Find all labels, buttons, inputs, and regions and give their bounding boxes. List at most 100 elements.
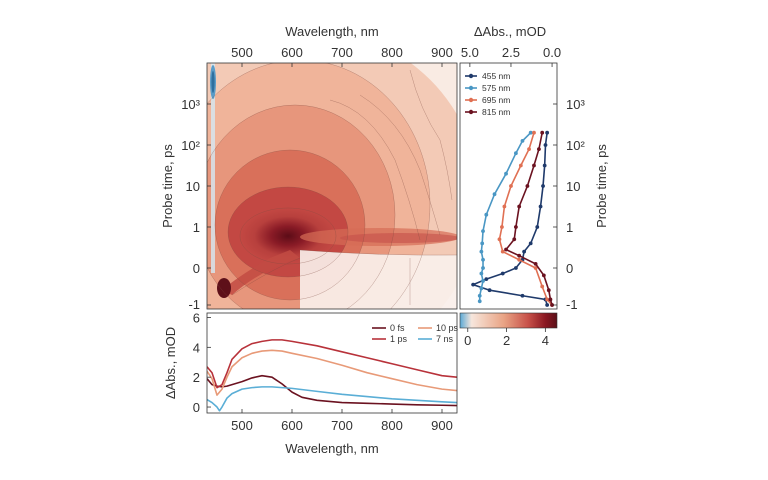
kinetics-series-line [504, 132, 553, 306]
kinetics-data-point [533, 262, 538, 266]
kinetics-y-ticks: -1 0 1 10 10² 10³ [553, 97, 585, 312]
kinetics-data-point [517, 204, 522, 209]
spectra-y-tick-label: 6 [193, 310, 200, 325]
heatmap-y-tick-label: -1 [188, 297, 200, 312]
kinetics-y-tick-label: 1 [566, 220, 573, 235]
kinetics-y-tick-label: 10² [566, 138, 585, 153]
spectra-legend-label: 10 ps [436, 323, 459, 333]
spectra-legend-label: 1 ps [390, 334, 408, 344]
kinetics-data-point [484, 277, 489, 281]
kinetics-data-point [525, 184, 530, 188]
kinetics-data-point [541, 184, 545, 188]
kinetics-legend-marker [468, 73, 474, 79]
kinetics-y-tick-label: 0 [566, 261, 573, 276]
spectra-x-tick-label: 900 [431, 418, 453, 433]
kinetics-legend-marker [468, 109, 474, 115]
kinetics-legend-marker [468, 97, 474, 103]
spectra-x-tick-label: 600 [281, 418, 303, 433]
colorbar: 0 2 4 [459, 312, 558, 348]
spectra-x-tick-label: 700 [331, 418, 353, 433]
kinetics-data-point [541, 273, 546, 278]
kinetics-legend-label: 815 nm [482, 107, 510, 117]
kinetics-legend-label: 455 nm [482, 71, 510, 81]
kinetics-data-point [479, 286, 484, 291]
kinetics-data-point [513, 151, 518, 156]
colorbar-tick-label: 0 [464, 333, 471, 348]
kinetics-data-point [535, 225, 540, 229]
heatmap-x-tick-label: 600 [281, 45, 303, 60]
kinetics-data-point [504, 247, 508, 252]
heatmap-y-axis-title: Probe time, ps [160, 144, 175, 228]
kinetics-x-tick-label: 2.5 [502, 45, 520, 60]
kinetics-data-point [540, 130, 545, 135]
kinetics-data-point [545, 303, 550, 307]
kinetics-y-tick-label: 10³ [566, 97, 585, 112]
heatmap-y-tick-label: 1 [193, 220, 200, 235]
colorbar-tick-label: 2 [503, 333, 510, 348]
heatmap-y-tick-label: 10³ [181, 97, 200, 112]
heatmap-y-tick-label: 10² [181, 138, 200, 153]
kinetics-panel: 5.0 2.5 0.0 -1 0 1 10 10² 10³ ΔAbs., mOD P… [459, 24, 609, 312]
kinetics-data-point [481, 229, 485, 234]
kinetics-x-tick-label: 0.0 [543, 45, 561, 60]
spectra-y-ticks: 0 2 4 6 [193, 310, 211, 415]
spectra-series-line [207, 339, 457, 389]
heatmap-x-tick-label: 900 [431, 45, 453, 60]
kinetics-data-point [545, 130, 550, 135]
kinetics-data-point [477, 299, 482, 304]
kinetics-data-point [548, 297, 553, 302]
kinetics-data-point [517, 257, 522, 262]
kinetics-data-point [533, 266, 538, 270]
spectra-y-tick-label: 4 [193, 340, 200, 355]
heatmap-x-ticks: 500 600 700 800 900 [231, 45, 453, 67]
spectra-y-tick-label: 2 [193, 370, 200, 385]
kinetics-data-point [545, 297, 550, 302]
kinetics-data-point [479, 249, 484, 254]
colorbar-gradient [459, 312, 558, 329]
kinetics-data-point [509, 184, 513, 188]
kinetics-series-line [478, 132, 532, 302]
colorbar-ticks: 0 2 4 [464, 328, 549, 348]
kinetics-data-point [492, 192, 497, 197]
heatmap-panel: 500 600 700 800 900 -1 0 1 10 10² 10³ Wavele… [160, 24, 458, 312]
kinetics-data-point [532, 163, 536, 168]
kinetics-data-point [540, 284, 545, 289]
kinetics-legend-label: 575 nm [482, 83, 510, 93]
kinetics-data-point [542, 163, 547, 168]
heatmap-y-tick-label: 0 [193, 261, 200, 276]
kinetics-data-point [512, 237, 517, 242]
heatmap-x-tick-label: 500 [231, 45, 253, 60]
kinetics-data-point [500, 249, 505, 254]
spectra-plot-area [207, 339, 457, 412]
kinetics-data-point [532, 130, 536, 135]
kinetics-data-point [500, 225, 504, 229]
kinetics-data-point [504, 171, 508, 176]
heatmap-y-ticks: -1 0 1 10 10² 10³ [181, 97, 211, 312]
kinetics-data-point [546, 288, 551, 293]
kinetics-x-tick-label: 5.0 [461, 45, 479, 60]
spectra-x-tick-label: 800 [381, 418, 403, 433]
spectra-legend-label: 0 fs [390, 323, 405, 333]
spectra-y-axis-title: ΔAbs., mOD [163, 327, 178, 399]
kinetics-data-point [481, 257, 485, 262]
kinetics-data-point [471, 282, 476, 287]
heatmap-image [207, 63, 457, 309]
kinetics-data-point [528, 241, 533, 246]
kinetics-data-point [517, 253, 522, 258]
kinetics-data-point [538, 204, 543, 209]
kinetics-data-point [502, 204, 507, 209]
kinetics-legend: 455 nm 575 nm 695 nm 815 nm [465, 71, 510, 117]
kinetics-data-point [543, 143, 548, 147]
spectra-x-tick-label: 500 [231, 418, 253, 433]
kinetics-data-point [528, 130, 533, 135]
heatmap-y-tick-label: 10 [186, 179, 200, 194]
kinetics-y-tick-label: 10 [566, 179, 580, 194]
kinetics-data-point [513, 225, 518, 229]
kinetics-data-point [480, 241, 485, 246]
kinetics-data-point [550, 303, 554, 307]
kinetics-data-point [477, 293, 482, 298]
spectra-frame [206, 312, 458, 414]
kinetics-data-point [481, 279, 485, 283]
kinetics-legend-marker [468, 85, 474, 91]
